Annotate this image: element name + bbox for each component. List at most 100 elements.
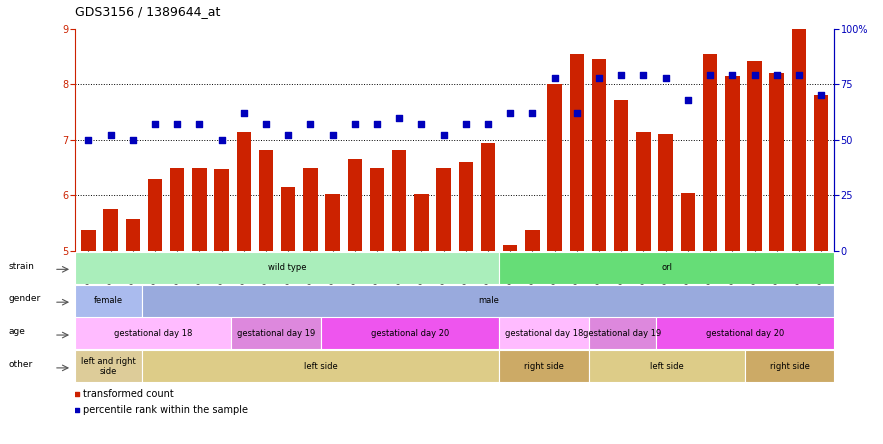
Text: gestational day 19: gestational day 19	[237, 329, 315, 338]
Text: left side: left side	[650, 362, 683, 371]
Bar	[614, 100, 629, 251]
Bar	[370, 168, 384, 251]
Bar	[75, 350, 142, 382]
Bar	[745, 350, 834, 382]
Bar	[503, 246, 517, 251]
Point	[637, 72, 651, 79]
Bar	[231, 317, 321, 349]
Bar	[681, 193, 695, 251]
Point	[70, 390, 84, 397]
Bar	[237, 131, 251, 251]
Point	[792, 72, 806, 79]
Point	[281, 132, 295, 139]
Text: gestational day 18: gestational day 18	[114, 329, 192, 338]
Point	[681, 96, 695, 103]
Point	[547, 74, 562, 81]
Text: percentile rank within the sample: percentile rank within the sample	[83, 405, 248, 415]
Bar	[458, 162, 473, 251]
Point	[525, 110, 540, 117]
Point	[215, 136, 229, 143]
Text: right side: right side	[525, 362, 564, 371]
Bar	[747, 61, 762, 251]
Bar	[656, 317, 834, 349]
Text: left and right
side: left and right side	[81, 357, 136, 376]
Text: orl: orl	[661, 263, 673, 272]
Bar	[500, 317, 589, 349]
Bar	[725, 76, 740, 251]
Point	[703, 72, 717, 79]
Bar	[792, 29, 806, 251]
Bar	[348, 159, 362, 251]
Bar	[103, 209, 117, 251]
Bar	[75, 252, 500, 284]
Point	[392, 114, 406, 121]
Point	[348, 121, 362, 128]
Point	[659, 74, 673, 81]
Point	[725, 72, 739, 79]
Text: gestational day 19: gestational day 19	[583, 329, 661, 338]
Text: gestational day 20: gestational day 20	[706, 329, 784, 338]
Bar	[659, 134, 673, 251]
Point	[814, 92, 828, 99]
Point	[770, 72, 784, 79]
Bar	[592, 59, 607, 251]
Bar	[500, 252, 834, 284]
Text: female: female	[94, 296, 123, 305]
Text: age: age	[9, 327, 26, 337]
Text: strain: strain	[9, 262, 34, 271]
Text: transformed count: transformed count	[83, 389, 174, 399]
Point	[481, 121, 495, 128]
Point	[436, 132, 450, 139]
Point	[370, 121, 384, 128]
Point	[592, 74, 606, 81]
Point	[259, 121, 273, 128]
Point	[237, 110, 251, 117]
Point	[170, 121, 185, 128]
Bar	[436, 168, 451, 251]
Bar	[281, 187, 296, 251]
Bar	[637, 131, 651, 251]
Point	[570, 110, 584, 117]
Point	[414, 121, 428, 128]
Bar	[326, 194, 340, 251]
Point	[125, 136, 140, 143]
Bar	[703, 54, 717, 251]
Bar	[589, 317, 656, 349]
Text: GDS3156 / 1389644_at: GDS3156 / 1389644_at	[75, 5, 221, 18]
Bar	[392, 150, 406, 251]
Text: gender: gender	[9, 294, 42, 304]
Bar	[570, 54, 584, 251]
Point	[148, 121, 162, 128]
Point	[304, 121, 318, 128]
Bar	[170, 168, 185, 251]
Bar	[769, 73, 784, 251]
Text: gestational day 20: gestational day 20	[371, 329, 449, 338]
Bar	[481, 143, 495, 251]
Bar	[814, 95, 828, 251]
Point	[103, 132, 117, 139]
Point	[81, 136, 95, 143]
Text: wild type: wild type	[268, 263, 306, 272]
Bar	[259, 150, 273, 251]
Bar	[321, 317, 500, 349]
Text: other: other	[9, 360, 33, 369]
Bar	[147, 179, 162, 251]
Bar	[75, 285, 142, 317]
Text: male: male	[478, 296, 499, 305]
Bar	[547, 84, 562, 251]
Text: gestational day 18: gestational day 18	[505, 329, 584, 338]
Point	[459, 121, 473, 128]
Bar	[303, 168, 318, 251]
Bar	[142, 350, 500, 382]
Bar	[525, 230, 540, 251]
Bar	[192, 168, 207, 251]
Bar	[500, 350, 589, 382]
Bar	[215, 169, 229, 251]
Point	[503, 110, 517, 117]
Text: left side: left side	[304, 362, 337, 371]
Bar	[414, 194, 428, 251]
Bar	[589, 350, 745, 382]
Bar	[75, 317, 231, 349]
Point	[192, 121, 207, 128]
Text: right side: right side	[770, 362, 810, 371]
